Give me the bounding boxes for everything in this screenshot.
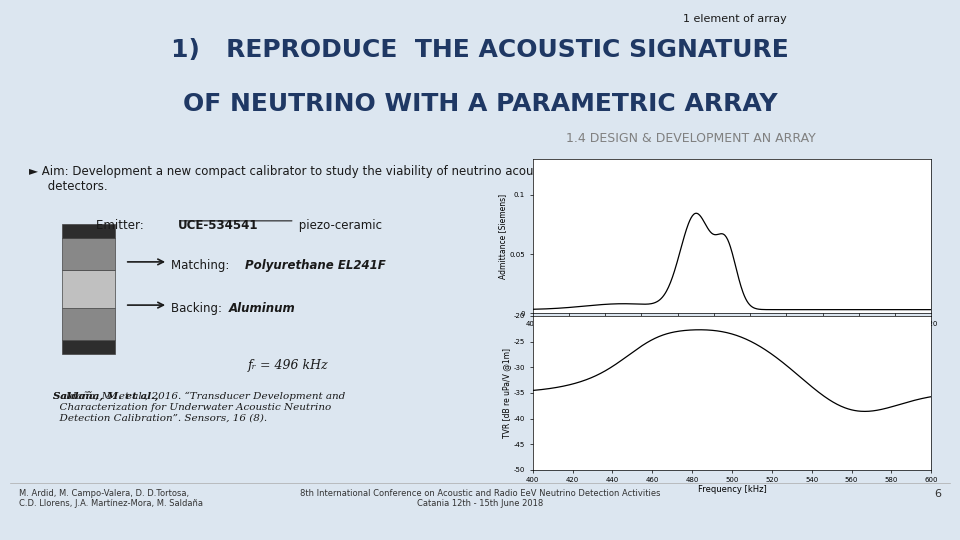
Text: 6: 6	[934, 489, 941, 499]
Text: M. Ardid, M. Campo-Valera, D. D.Tortosa,
C.D. Llorens, J.A. Martínez-Mora, M. Sa: M. Ardid, M. Campo-Valera, D. D.Tortosa,…	[19, 489, 204, 508]
Y-axis label: Admittance [Siemens]: Admittance [Siemens]	[497, 194, 507, 279]
Text: UCE-534541: UCE-534541	[178, 219, 258, 232]
Text: Polyurethane EL241F: Polyurethane EL241F	[245, 259, 386, 272]
Text: 1 element of array: 1 element of array	[683, 14, 786, 24]
Bar	[62, 308, 115, 340]
Bar	[62, 238, 115, 270]
Text: 8th International Conference on Acoustic and Radio EeV Neutrino Detection Activi: 8th International Conference on Acoustic…	[300, 489, 660, 508]
Text: Saldaña, M. et al., 2016. “Transducer Development and
  Characterization for Und: Saldaña, M. et al., 2016. “Transducer De…	[53, 392, 345, 422]
Text: ► Aim: Development a new compact calibrator to study the viability of neutrino a: ► Aim: Development a new compact calibra…	[29, 165, 701, 193]
X-axis label: Frequency [kHz]: Frequency [kHz]	[698, 485, 766, 494]
Text: OF NEUTRINO WITH A PARAMETRIC ARRAY: OF NEUTRINO WITH A PARAMETRIC ARRAY	[182, 92, 778, 116]
Text: 1)   REPRODUCE  THE ACOUSTIC SIGNATURE: 1) REPRODUCE THE ACOUSTIC SIGNATURE	[171, 38, 789, 62]
Text: 1.4 DESIGN & DEVELOPMENT AN ARRAY: 1.4 DESIGN & DEVELOPMENT AN ARRAY	[566, 132, 816, 145]
Text: fᵣ = 496 kHz: fᵣ = 496 kHz	[248, 359, 328, 372]
Text: Matching:: Matching:	[171, 259, 233, 272]
Y-axis label: TVR [dB re uPa/V @1m]: TVR [dB re uPa/V @1m]	[502, 348, 511, 438]
Bar	[62, 340, 115, 354]
Bar	[62, 270, 115, 308]
Text: Saldaña, M. et al.,: Saldaña, M. et al.,	[53, 392, 158, 401]
Text: piezo-ceramic: piezo-ceramic	[295, 219, 382, 232]
Text: Emitter:: Emitter:	[96, 219, 148, 232]
X-axis label: Frequency [kHz]: Frequency [kHz]	[698, 328, 766, 337]
Text: Aluminum: Aluminum	[228, 302, 296, 315]
Bar	[62, 224, 115, 238]
Text: Backing:: Backing:	[171, 302, 226, 315]
